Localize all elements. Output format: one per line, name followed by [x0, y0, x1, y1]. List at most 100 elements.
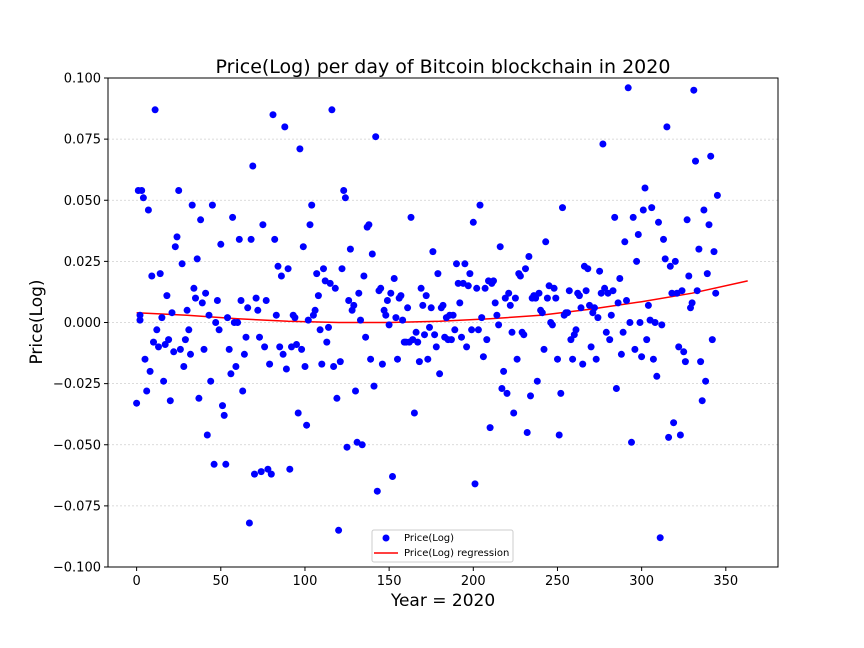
data-point: [587, 343, 595, 351]
data-point: [389, 473, 396, 480]
data-point: [525, 253, 533, 260]
data-point: [382, 311, 390, 319]
data-point: [468, 326, 476, 334]
data-point: [500, 367, 508, 375]
regression-line: [136, 280, 748, 324]
data-point: [439, 301, 447, 309]
data-point: [346, 245, 354, 253]
y-axis-title: Price(Log): [27, 279, 47, 364]
data-point: [449, 311, 457, 319]
data-point: [257, 468, 265, 476]
data-point: [215, 326, 223, 334]
data-point: [520, 331, 528, 339]
data-point: [451, 326, 459, 334]
data-point: [173, 233, 181, 241]
data-point: [303, 421, 311, 429]
data-point: [247, 235, 255, 243]
data-point: [367, 355, 375, 363]
data-point: [675, 343, 683, 351]
data-point: [559, 204, 566, 212]
data-point: [683, 216, 691, 224]
data-point: [663, 123, 671, 131]
data-point: [341, 194, 349, 202]
data-point: [668, 289, 676, 297]
data-point: [692, 157, 699, 165]
y-tick-label: −0.075: [53, 499, 101, 514]
data-point: [340, 187, 348, 194]
data-point: [333, 394, 341, 402]
data-point: [660, 235, 667, 243]
data-point: [234, 319, 242, 326]
x-tick-label: 300: [629, 574, 654, 589]
data-point: [373, 487, 381, 495]
data-point: [331, 284, 339, 292]
data-point: [138, 187, 146, 194]
data-point: [372, 133, 380, 141]
y-tick-label: 0.025: [64, 255, 101, 270]
data-point: [291, 314, 299, 322]
data-point: [390, 275, 398, 282]
data-point: [370, 382, 378, 390]
data-point: [276, 343, 284, 351]
data-point: [702, 377, 710, 385]
data-point: [532, 294, 540, 302]
data-point: [678, 287, 686, 295]
data-point: [267, 470, 275, 478]
data-point: [336, 358, 344, 366]
data-point: [195, 394, 203, 402]
data-point: [592, 355, 600, 363]
data-point: [633, 257, 641, 265]
data-point: [323, 338, 331, 346]
data-point: [644, 301, 652, 309]
data-point: [594, 314, 602, 322]
data-point: [606, 336, 614, 344]
data-point: [707, 152, 715, 160]
data-point: [404, 304, 412, 312]
data-point: [193, 255, 201, 263]
data-point: [277, 272, 285, 280]
data-point: [641, 184, 649, 192]
data-point: [621, 238, 629, 246]
data-point: [565, 287, 573, 295]
data-point: [325, 323, 332, 331]
data-point: [281, 123, 289, 131]
chart-title: Price(Log) per day of Bitcoin blockchain…: [216, 56, 671, 78]
data-point: [421, 331, 428, 339]
data-point: [205, 311, 213, 319]
data-point: [407, 213, 415, 221]
data-point: [693, 287, 701, 295]
data-point: [572, 326, 580, 334]
data-point: [651, 319, 659, 326]
data-point: [311, 306, 319, 314]
data-point: [453, 260, 460, 268]
data-point: [252, 294, 260, 302]
data-point: [708, 336, 716, 344]
data-point: [136, 316, 144, 324]
data-point: [665, 433, 673, 441]
x-tick-label: 50: [213, 574, 230, 589]
data-point: [153, 326, 161, 334]
data-point: [187, 350, 194, 358]
data-point: [222, 460, 230, 468]
data-point: [262, 297, 270, 304]
data-point: [242, 333, 250, 341]
data-point: [415, 358, 423, 366]
data-point: [399, 316, 407, 324]
data-point: [661, 255, 669, 263]
data-point: [176, 345, 184, 353]
data-point: [681, 358, 689, 366]
data-point: [274, 262, 282, 270]
data-point: [429, 248, 437, 256]
y-axis-ticks: −0.100 −0.075 −0.050 −0.025 0.000 0.025 0.050 0…: [53, 72, 108, 576]
data-point: [286, 465, 294, 473]
data-point: [522, 265, 529, 273]
data-point: [584, 265, 592, 273]
y-tick-label: −0.100: [53, 561, 101, 576]
data-point: [511, 294, 519, 302]
data-point: [479, 353, 487, 361]
data-point: [269, 111, 277, 119]
data-point: [543, 294, 551, 302]
data-point: [343, 443, 351, 451]
data-point: [357, 316, 364, 324]
